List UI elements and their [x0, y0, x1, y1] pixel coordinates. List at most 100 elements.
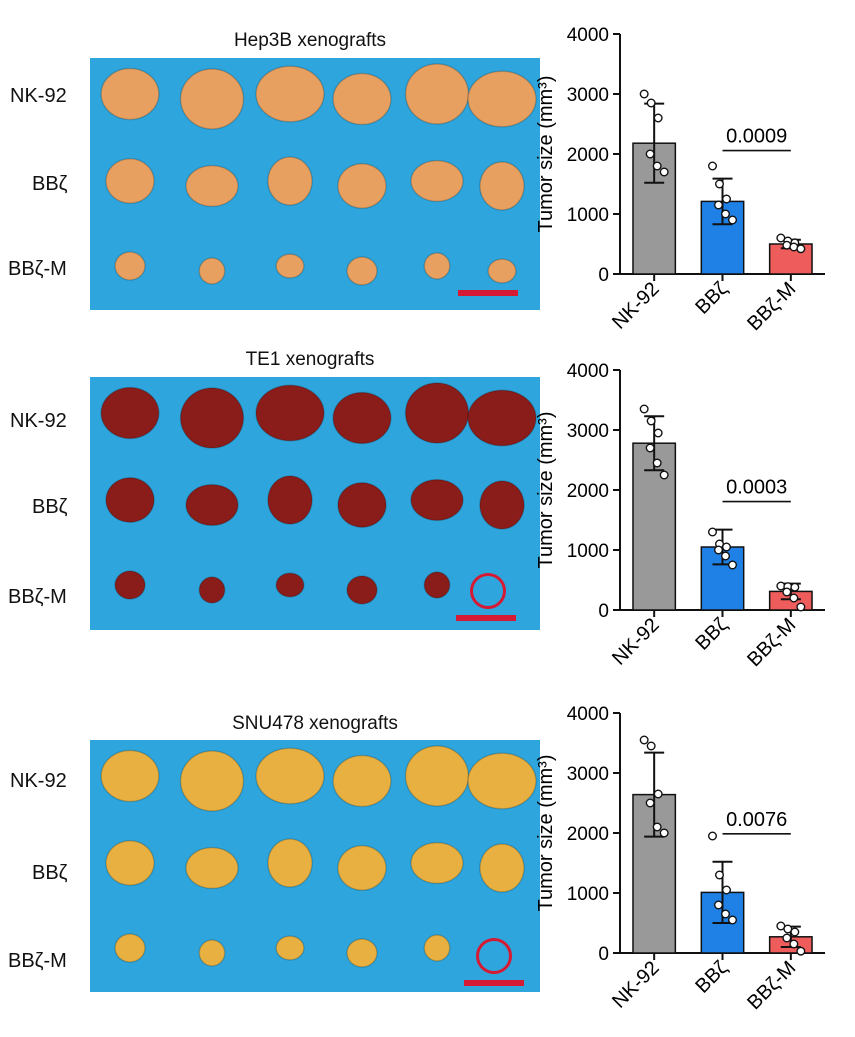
data-point	[796, 244, 806, 254]
data-point	[659, 828, 669, 838]
y-tick-label: 4000	[567, 704, 609, 725]
tumor-sample	[346, 938, 378, 968]
tumor-sample	[423, 252, 451, 280]
data-point	[720, 909, 730, 919]
x-tick-label: BBζ	[691, 278, 732, 319]
data-point	[645, 149, 655, 159]
y-tick-label: 0	[598, 601, 609, 622]
tumor-sample	[346, 256, 378, 286]
tumor-size-bar-chart-hep3b: 0 1000 2000 3000 4000 Tumor size (mm³) NK-92 BB…	[535, 25, 825, 335]
y-tick-label: 3000	[567, 764, 609, 785]
tumor-sample	[479, 161, 525, 211]
tumor-sample	[255, 747, 325, 805]
tumor-sample	[332, 72, 392, 126]
data-point	[789, 939, 799, 949]
data-point	[707, 527, 717, 537]
data-point	[653, 789, 663, 799]
data-point	[720, 209, 730, 219]
y-tick-label: 0	[598, 265, 609, 286]
p-value-label: 0.0009	[726, 126, 787, 148]
y-tick-label: 3000	[567, 421, 609, 442]
tumor-sample	[114, 251, 146, 281]
data-point	[727, 560, 737, 570]
y-tick-label: 2000	[567, 145, 609, 166]
x-tick-label: BBζ	[691, 614, 732, 655]
row-label-nk92: NK-92	[10, 410, 67, 432]
data-point	[652, 161, 662, 171]
y-axis-label: Tumor size (mm³)	[535, 411, 557, 568]
tumor-sample	[404, 382, 470, 444]
row-label-bbz: BBζ	[32, 862, 68, 884]
tumor-sample	[179, 68, 245, 130]
tumor-sample	[487, 258, 517, 284]
x-tick-label: BBζ-M	[743, 957, 800, 1014]
p-value-label: 0.0003	[726, 477, 787, 499]
data-point	[713, 200, 723, 210]
tumor-sample	[275, 935, 305, 961]
tumor-sample	[179, 750, 245, 812]
tumor-sample	[332, 754, 392, 808]
x-tick-label: BBζ-M	[743, 278, 800, 335]
empty-sample-circle	[476, 938, 512, 974]
data-point	[653, 113, 663, 123]
x-tick-label: NK-92	[608, 614, 664, 670]
tumor-sample	[337, 163, 387, 209]
data-point	[720, 551, 730, 561]
tumor-sample	[467, 389, 537, 447]
x-tick-label: NK-92	[608, 957, 664, 1013]
tumor-sample	[467, 752, 537, 810]
data-point	[646, 741, 656, 751]
data-point	[652, 822, 662, 832]
tumor-sample	[337, 845, 387, 891]
data-point	[707, 831, 717, 841]
y-tick-label: 1000	[567, 205, 609, 226]
data-point	[714, 179, 724, 189]
tumor-sample	[100, 67, 160, 121]
tumor-sample	[100, 749, 160, 803]
y-axis-label: Tumor size (mm³)	[535, 754, 557, 911]
data-point	[653, 428, 663, 438]
empty-sample-circle	[470, 573, 506, 609]
tumor-sample	[404, 745, 470, 807]
panel-title-te1: TE1 xenografts	[245, 349, 375, 370]
row-label-bbz-m: BBζ-M	[8, 258, 67, 280]
tumor-sample	[332, 391, 392, 445]
tumor-sample	[198, 576, 226, 604]
data-point	[646, 98, 656, 108]
y-tick-label: 4000	[567, 361, 609, 382]
data-point	[713, 545, 723, 555]
tumor-sample	[467, 70, 537, 128]
panel-title-hep3b: Hep3B xenografts	[233, 30, 387, 51]
data-point	[659, 167, 669, 177]
tumor-sample	[267, 475, 313, 525]
p-value-label: 0.0076	[726, 809, 787, 831]
y-axis-label: Tumor size (mm³)	[535, 75, 557, 232]
tumor-sample	[100, 386, 160, 440]
x-tick-label: BBζ	[691, 957, 732, 998]
data-point	[714, 870, 724, 880]
data-point	[659, 470, 669, 480]
data-point	[782, 587, 792, 597]
data-point	[639, 89, 649, 99]
tumor-sample	[185, 164, 239, 208]
y-tick-label: 3000	[567, 85, 609, 106]
y-tick-label: 2000	[567, 824, 609, 845]
scale-bar	[464, 980, 524, 986]
y-tick-label: 1000	[567, 541, 609, 562]
data-point	[639, 735, 649, 745]
tumor-sample	[198, 257, 226, 285]
tumor-sample	[185, 846, 239, 890]
tumor-sample	[346, 575, 378, 605]
tumor-sample	[114, 933, 146, 963]
x-tick-label: BBζ-M	[743, 614, 800, 671]
tumor-sample	[114, 570, 146, 600]
panel-title-snu478: SNU478 xenografts	[232, 713, 398, 734]
data-point	[639, 404, 649, 414]
row-label-bbz-m: BBζ-M	[8, 586, 67, 608]
tumor-sample	[198, 939, 226, 967]
data-point	[645, 443, 655, 453]
data-point	[652, 458, 662, 468]
tumor-sample	[404, 63, 470, 125]
tumor-sample	[255, 384, 325, 442]
